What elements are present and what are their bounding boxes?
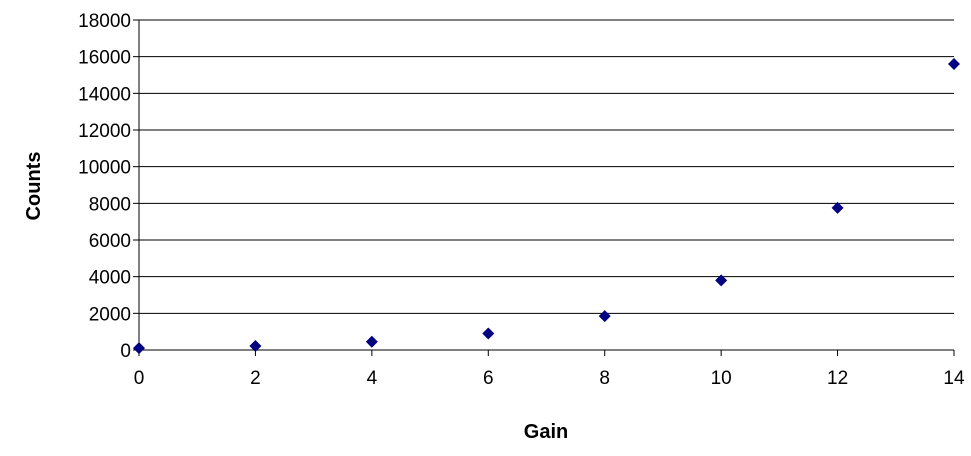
tick-labels: 0 2000 4000 6000 8000 10000 12000 14000 16000 180… — [78, 11, 965, 389]
x-tick-label: 8 — [599, 368, 610, 389]
data-point-0-4 — [598, 310, 611, 323]
x-axis-title: Gain — [524, 421, 568, 443]
x-tick-label: 14 — [943, 368, 965, 389]
data-point-0-0 — [133, 342, 145, 355]
y-tick-label: 6000 — [89, 231, 131, 252]
x-tick-label: 4 — [367, 368, 378, 389]
y-tick-label: 0 — [120, 341, 131, 362]
data-point-0-2 — [365, 335, 378, 348]
y-tick-label: 2000 — [89, 304, 131, 325]
x-tick-label: 12 — [827, 368, 848, 389]
data-point-0-3 — [482, 327, 495, 340]
data-points — [133, 58, 960, 355]
y-axis-title: Counts — [23, 152, 45, 221]
y-tick-label: 18000 — [78, 11, 131, 32]
x-tick-label: 0 — [134, 368, 145, 389]
gridlines — [139, 19, 954, 314]
y-tick-label: 10000 — [78, 158, 131, 179]
y-tick-label: 12000 — [78, 121, 131, 142]
y-tick-label: 8000 — [89, 194, 131, 215]
data-point-0-5 — [715, 274, 728, 287]
x-tick-label: 6 — [483, 368, 494, 389]
data-point-0-7 — [948, 58, 960, 70]
data-point-0-6 — [831, 201, 844, 214]
axes — [133, 19, 955, 356]
y-tick-label: 4000 — [89, 268, 131, 289]
y-tick-label: 14000 — [78, 84, 131, 105]
x-tick-label: 10 — [711, 368, 732, 389]
y-tick-label: 16000 — [78, 48, 131, 69]
x-tick-label: 2 — [250, 368, 261, 389]
data-point-0-1 — [249, 339, 262, 352]
